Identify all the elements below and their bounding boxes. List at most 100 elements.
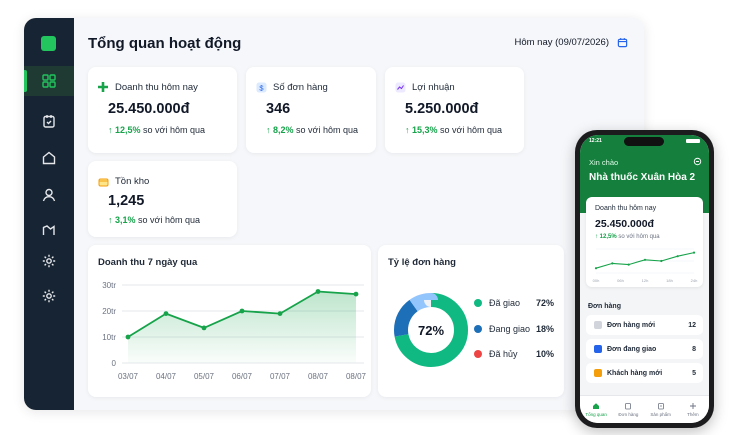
box-icon [97, 175, 109, 187]
orders-donut-chart [394, 293, 468, 367]
legend-dot [474, 299, 482, 307]
mini-point [627, 263, 630, 266]
stat-change: ↑ 3,1% so với hôm qua [108, 215, 200, 225]
x-tick-label: 05/07 [194, 372, 215, 381]
customer-icon [594, 369, 602, 377]
stat-value: 1,245 [108, 193, 145, 209]
stat-card-orders[interactable]: $ Số đơn hàng 346 ↑ 8,2% so với hôm qua [246, 67, 376, 153]
truck-icon [594, 345, 602, 353]
stat-change: ↑ 15,3% so với hôm qua [405, 125, 502, 135]
trend-icon [394, 81, 406, 93]
battery-icon [686, 139, 700, 143]
cross-icon [97, 81, 109, 93]
mini-tick-label: 00h [593, 278, 600, 283]
y-tick-label: 30tr [102, 281, 116, 290]
phone-revenue-value: 25.450.000đ [595, 218, 654, 230]
mini-point [676, 255, 679, 258]
calendar-icon [617, 38, 628, 48]
data-point [315, 289, 321, 294]
x-tick-label: 04/07 [156, 372, 177, 381]
chart-icon [42, 225, 55, 235]
phone-tab-bar: Tổng quan Đơn hàng Sản phẩm Thêm [580, 395, 709, 423]
stat-label: Lợi nhuận [412, 81, 455, 93]
mini-tick-label: 06h [617, 278, 624, 283]
x-tick-label: 08/07 [346, 372, 367, 381]
data-point [125, 334, 131, 340]
donut-slice [394, 293, 468, 367]
orders-ratio-panel: Tỷ lệ đơn hàng 72% Đã giao 72% Đang giao… [378, 245, 564, 397]
mini-tick-label: 18h [666, 278, 673, 283]
sidebar-item-customers[interactable] [24, 180, 74, 210]
mini-tick-label: 12h [642, 278, 649, 283]
stat-card-inventory[interactable]: Tồn kho 1,245 ↑ 3,1% so với hôm qua [88, 161, 237, 237]
stat-value: 346 [266, 101, 291, 117]
stat-card-profit[interactable]: Lợi nhuận 5.250.000đ ↑ 15,3% so với hôm … [385, 67, 524, 153]
phone-mini-chart: 00h 06h 12h 18h 24h [593, 248, 698, 283]
phone-store-name: Nhà thuốc Xuân Hòa 2 [589, 172, 696, 183]
phone-order-row-new[interactable]: Đơn hàng mới 12 [586, 315, 703, 335]
phone-screen: 12:21 Xin chào Nhà thuốc Xuân Hòa 2 Doan… [580, 135, 709, 423]
panel-title: Doanh thu 7 ngày qua [98, 257, 198, 268]
stat-head: Doanh thu hôm nay [97, 81, 198, 93]
app-logo[interactable] [41, 36, 56, 51]
tab-overview[interactable]: Tổng quan [580, 396, 612, 423]
grid-icon [42, 74, 56, 88]
phone-revenue-card[interactable]: Doanh thu hôm nay 25.450.000đ ↑ 12,5% so… [586, 197, 703, 287]
mini-tick-label: 24h [691, 278, 698, 283]
tab-more[interactable]: Thêm [677, 396, 709, 423]
stat-head: Tồn kho [97, 175, 149, 187]
x-tick-label: 08/07 [308, 372, 329, 381]
cog-icon [42, 289, 56, 303]
phone-order-row-shipping[interactable]: Đơn đang giao 8 [586, 339, 703, 359]
user-icon [42, 188, 56, 202]
panel-title: Tỷ lệ đơn hàng [388, 257, 456, 268]
stat-label: Tồn kho [115, 175, 150, 187]
phone-time: 12:21 [589, 138, 602, 144]
stat-head: $ Số đơn hàng [255, 81, 328, 93]
dashboard-window: Tổng quan hoạt động Hôm nay (09/07/2026)… [24, 18, 644, 410]
mini-point [692, 251, 696, 254]
sidebar-item-reports[interactable] [24, 215, 74, 245]
legend-item-cancelled: Đã hủy 10% [474, 349, 554, 359]
product-icon [657, 403, 664, 410]
dollar-icon: $ [255, 81, 267, 93]
sidebar-item-dashboard[interactable] [24, 66, 74, 96]
data-point [353, 291, 359, 297]
data-point [277, 311, 283, 316]
sidebar-item-settings[interactable] [24, 246, 74, 276]
clipboard-icon [43, 115, 55, 128]
plus-icon [689, 403, 696, 409]
date-picker[interactable]: Hôm nay (09/07/2026) [514, 37, 628, 48]
date-label: Hôm nay (09/07/2026) [514, 37, 609, 48]
mini-point [594, 267, 598, 270]
phone-orders-title: Đơn hàng [588, 303, 621, 310]
mini-point [643, 258, 647, 261]
donut-center-label: 72% [417, 323, 445, 338]
y-tick-label: 0 [112, 359, 117, 368]
sidebar-item-orders[interactable] [24, 106, 74, 136]
tab-orders[interactable]: Đơn hàng [612, 396, 644, 423]
sidebar-item-products[interactable] [24, 143, 74, 173]
revenue-line-chart: 0 10tr 20tr 30tr 03/07 04/07 05/07 06/07 07/07 08… [102, 281, 367, 381]
donut-slice [394, 293, 468, 367]
data-point [239, 308, 245, 314]
sidebar-item-system-settings[interactable] [24, 281, 74, 311]
y-tick-label: 20tr [102, 307, 116, 316]
x-tick-label: 03/07 [118, 372, 139, 381]
data-point [201, 325, 207, 331]
mini-point [611, 262, 614, 265]
tab-products[interactable]: Sản phẩm [645, 396, 677, 423]
legend-dot [474, 350, 482, 358]
svg-text:$: $ [259, 83, 264, 92]
mini-point [660, 259, 663, 263]
phone-order-row-customers[interactable]: Khách hàng mới 5 [586, 363, 703, 383]
bell-icon[interactable] [693, 157, 702, 166]
legend-item-shipping: Đang giao 18% [474, 324, 554, 334]
home-icon [593, 403, 600, 409]
stat-card-revenue[interactable]: Doanh thu hôm nay 25.450.000đ ↑ 12,5% so… [88, 67, 237, 153]
clipboard-icon [625, 403, 632, 410]
revenue-chart-panel: Doanh thu 7 ngày qua 0 10tr 20tr 30tr 03/07 0… [88, 245, 371, 397]
stat-head: Lợi nhuận [394, 81, 455, 93]
stat-label: Số đơn hàng [273, 81, 328, 93]
